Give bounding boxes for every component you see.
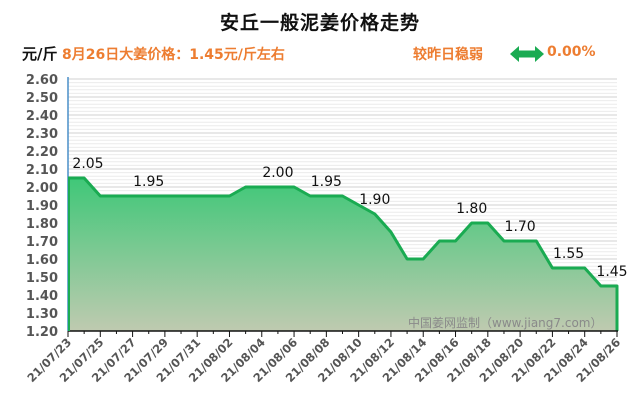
y-tick-label: 1.20 (26, 325, 58, 340)
chart-title: 安丘一般泥姜价格走势 (219, 12, 420, 34)
y-tick-label: 1.90 (26, 199, 58, 214)
data-label: 1.70 (505, 219, 536, 235)
y-tick-label: 2.20 (26, 145, 58, 160)
y-tick-label: 1.60 (26, 253, 58, 268)
y-tick-label: 2.30 (26, 127, 58, 142)
x-axis: 21/07/2321/07/2521/07/2721/07/2921/07/31… (24, 330, 623, 385)
y-axis: 2.60 2.50 2.40 2.30 2.20 2.10 2.00 1.90 1.80 1.70… (26, 73, 69, 340)
price-info: 8月26日大姜价格：1.45元/斤左右 (62, 47, 285, 63)
watermark: 中国姜网监制（www.jiang7.com） (408, 315, 602, 330)
data-label: 2.00 (262, 165, 293, 181)
data-label: 1.90 (359, 192, 390, 208)
double-arrow-icon (510, 46, 544, 62)
y-tick-label: 2.60 (26, 73, 58, 88)
y-tick-label: 1.50 (26, 271, 58, 286)
data-label: 1.45 (596, 264, 627, 280)
price-line (68, 176, 619, 331)
data-label: 1.95 (311, 174, 342, 190)
y-tick-label: 1.40 (26, 289, 58, 304)
y-tick-label: 1.80 (26, 217, 58, 232)
data-label: 2.05 (72, 156, 103, 172)
data-label: 1.55 (553, 246, 584, 262)
compare-text: 较昨日稳弱 (413, 47, 483, 63)
y-tick-label: 1.70 (26, 235, 58, 250)
y-tick-label: 1.30 (26, 307, 58, 322)
unit-label: 元/斤 (22, 45, 58, 63)
y-tick-label: 2.00 (26, 181, 58, 196)
data-labels: 2.05 1.95 2.00 1.95 1.90 1.80 1.70 1.55 1.45 (72, 156, 627, 280)
y-tick-label: 2.10 (26, 163, 58, 178)
y-tick-label: 2.40 (26, 109, 58, 124)
price-area (68, 178, 617, 331)
data-label: 1.80 (456, 201, 487, 217)
change-percent: 0.00% (547, 44, 596, 60)
data-label: 1.95 (133, 174, 164, 190)
y-tick-label: 2.50 (26, 91, 58, 106)
